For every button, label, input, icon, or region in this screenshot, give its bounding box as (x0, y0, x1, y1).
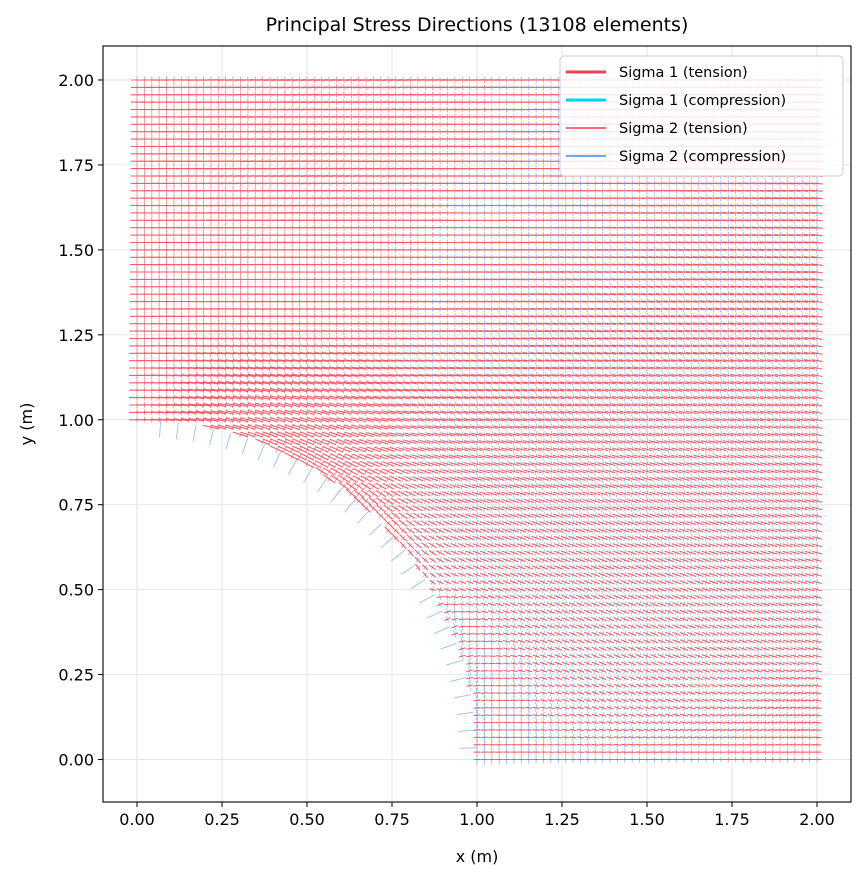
y-tick-label: 1.00 (58, 411, 94, 430)
x-tick-label: 1.00 (459, 810, 495, 829)
x-tick-label: 0.75 (374, 810, 410, 829)
y-axis-label: y (m) (17, 403, 36, 446)
x-tick-label: 0.50 (289, 810, 325, 829)
y-tick-label: 0.50 (58, 581, 94, 600)
x-tick-label: 1.25 (544, 810, 580, 829)
y-tick-label: 2.00 (58, 71, 94, 90)
x-tick-label: 0.25 (204, 810, 240, 829)
y-tick-label: 1.25 (58, 326, 94, 345)
legend: Sigma 1 (tension) Sigma 1 (compression) … (559, 55, 844, 177)
x-tick-label: 2.00 (799, 810, 835, 829)
x-tick-label: 1.50 (629, 810, 665, 829)
legend-label-sigma1-tension: Sigma 1 (tension) (619, 65, 748, 81)
y-tick-label: 1.75 (58, 156, 94, 175)
x-tick-label: 0.00 (119, 810, 155, 829)
axis-ticks: 0.00 0.25 0.50 0.75 1.00 1.25 1.50 1.75 2.00 0.00… (58, 71, 834, 829)
legend-box (559, 55, 844, 177)
y-tick-label: 0.00 (58, 751, 94, 770)
chart-title: Principal Stress Directions (13108 eleme… (266, 14, 689, 36)
x-axis-label: x (m) (456, 847, 499, 866)
y-tick-label: 0.25 (58, 666, 94, 685)
legend-label-sigma2-tension: Sigma 2 (tension) (619, 121, 748, 137)
legend-label-sigma2-compression: Sigma 2 (compression) (619, 149, 786, 165)
vector-field (129, 76, 823, 766)
x-tick-label: 1.75 (714, 810, 750, 829)
sigma1-tension-vectors (129, 79, 823, 761)
y-tick-label: 0.75 (58, 496, 94, 515)
legend-label-sigma1-compression: Sigma 1 (compression) (619, 93, 786, 109)
y-tick-label: 1.50 (58, 241, 94, 260)
